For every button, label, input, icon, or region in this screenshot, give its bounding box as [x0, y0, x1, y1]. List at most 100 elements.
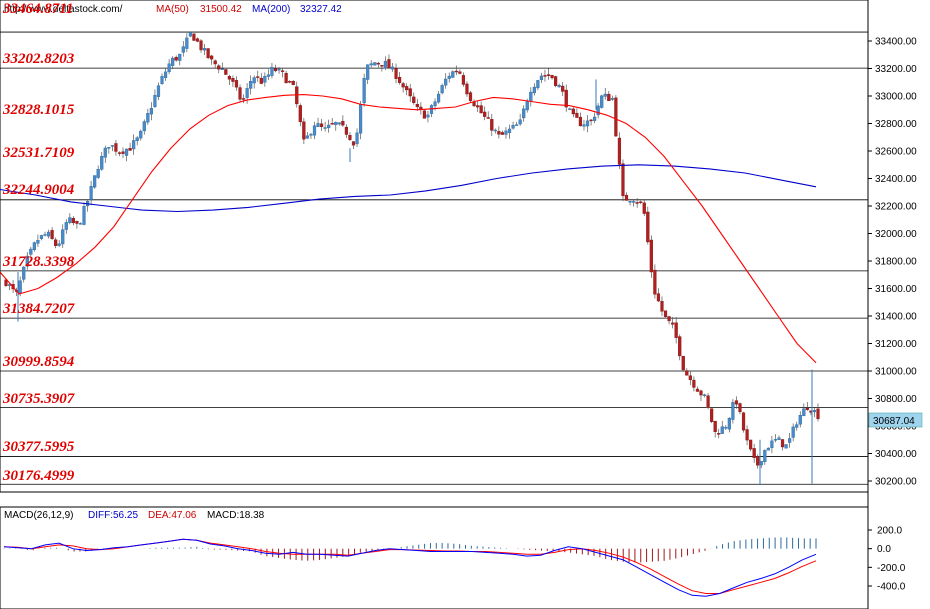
candle-body — [224, 69, 228, 75]
candle — [564, 84, 568, 112]
candle — [156, 82, 161, 101]
candle — [593, 112, 597, 124]
candle-body — [103, 147, 107, 158]
candle-body — [383, 60, 388, 69]
candle — [624, 192, 629, 201]
candle — [25, 252, 29, 270]
candle-body — [433, 101, 437, 107]
candle — [798, 411, 802, 428]
candle-body — [18, 280, 22, 294]
candle-body — [82, 206, 86, 225]
candle — [642, 199, 646, 217]
candle — [174, 55, 178, 62]
candle-body — [96, 169, 100, 178]
candle — [401, 81, 405, 93]
candle — [816, 403, 820, 422]
candle — [663, 310, 668, 319]
level-label-10: 30176.4999 — [2, 468, 75, 484]
macd-plot-area — [0, 506, 869, 609]
candle-body — [763, 450, 767, 463]
candle-body — [812, 410, 817, 413]
price-axis: 33400.00 33200.00 33000.00 32800.00 32600.00… — [868, 37, 917, 488]
candle-body — [415, 103, 419, 108]
candle-body — [217, 65, 221, 70]
candle-body — [64, 222, 68, 230]
candle — [550, 74, 554, 80]
candle — [734, 396, 739, 409]
candle — [539, 72, 544, 84]
candle-body — [440, 85, 444, 94]
candle — [780, 439, 785, 451]
candle-body — [270, 66, 274, 76]
candle-body — [39, 235, 44, 239]
candle — [316, 117, 320, 128]
ma50-label: MA(50) — [156, 4, 189, 15]
candle — [146, 108, 150, 125]
candle — [61, 224, 65, 248]
candle — [366, 64, 370, 85]
candle — [96, 165, 100, 179]
candle-body — [284, 72, 288, 84]
price-tick-label: 30200.00 — [875, 477, 917, 488]
candle — [139, 129, 143, 141]
candle-body — [380, 65, 384, 67]
candle — [185, 33, 189, 53]
candle-body — [795, 424, 799, 428]
candle — [461, 72, 466, 87]
support-resistance-lines — [0, 31, 868, 485]
candle — [763, 449, 767, 465]
candle — [195, 37, 200, 43]
candle-body — [749, 439, 753, 450]
candle — [568, 107, 572, 110]
candle-body — [36, 240, 40, 244]
candle-body — [78, 223, 83, 225]
candle — [238, 84, 242, 103]
candle-body — [614, 97, 618, 137]
candle — [458, 69, 462, 75]
candle-body — [713, 420, 717, 432]
candle — [68, 213, 72, 225]
candle — [387, 54, 391, 69]
level-label-7: 30999.8594 — [2, 354, 75, 370]
candle-body — [458, 71, 462, 74]
candle — [128, 142, 132, 151]
candle — [153, 89, 157, 108]
candle — [802, 403, 806, 417]
candle — [280, 68, 285, 78]
level-label-4: 32244.9004 — [2, 182, 75, 198]
candle-body — [89, 186, 93, 200]
candle-body — [500, 132, 505, 135]
candle-body — [720, 426, 724, 434]
price-tick-label: 31200.00 — [875, 339, 917, 350]
candle-body — [259, 77, 263, 84]
candle — [749, 439, 753, 452]
candle — [628, 200, 632, 206]
candle-body — [195, 38, 200, 42]
candle — [791, 423, 795, 442]
candle — [532, 83, 536, 96]
candle — [639, 200, 643, 205]
candle-body — [288, 81, 292, 83]
candle-body — [263, 76, 267, 83]
candle-body — [241, 98, 246, 100]
candle-body — [220, 68, 224, 70]
candle-body — [252, 77, 256, 84]
ma200-line — [0, 164, 817, 213]
candle — [483, 106, 487, 121]
candle-body — [603, 93, 607, 97]
candle-body — [29, 248, 33, 255]
candle-body — [32, 242, 36, 250]
candle-body — [738, 403, 742, 413]
candle — [546, 68, 551, 80]
candle-body — [805, 407, 809, 410]
candle-body — [291, 80, 295, 85]
candle — [536, 79, 540, 91]
candle — [610, 95, 614, 101]
candle-body — [298, 105, 302, 123]
candle — [702, 393, 707, 398]
candle — [110, 145, 114, 152]
candle — [756, 454, 760, 469]
candle — [412, 92, 416, 105]
price-tick-label: 31600.00 — [875, 284, 917, 295]
